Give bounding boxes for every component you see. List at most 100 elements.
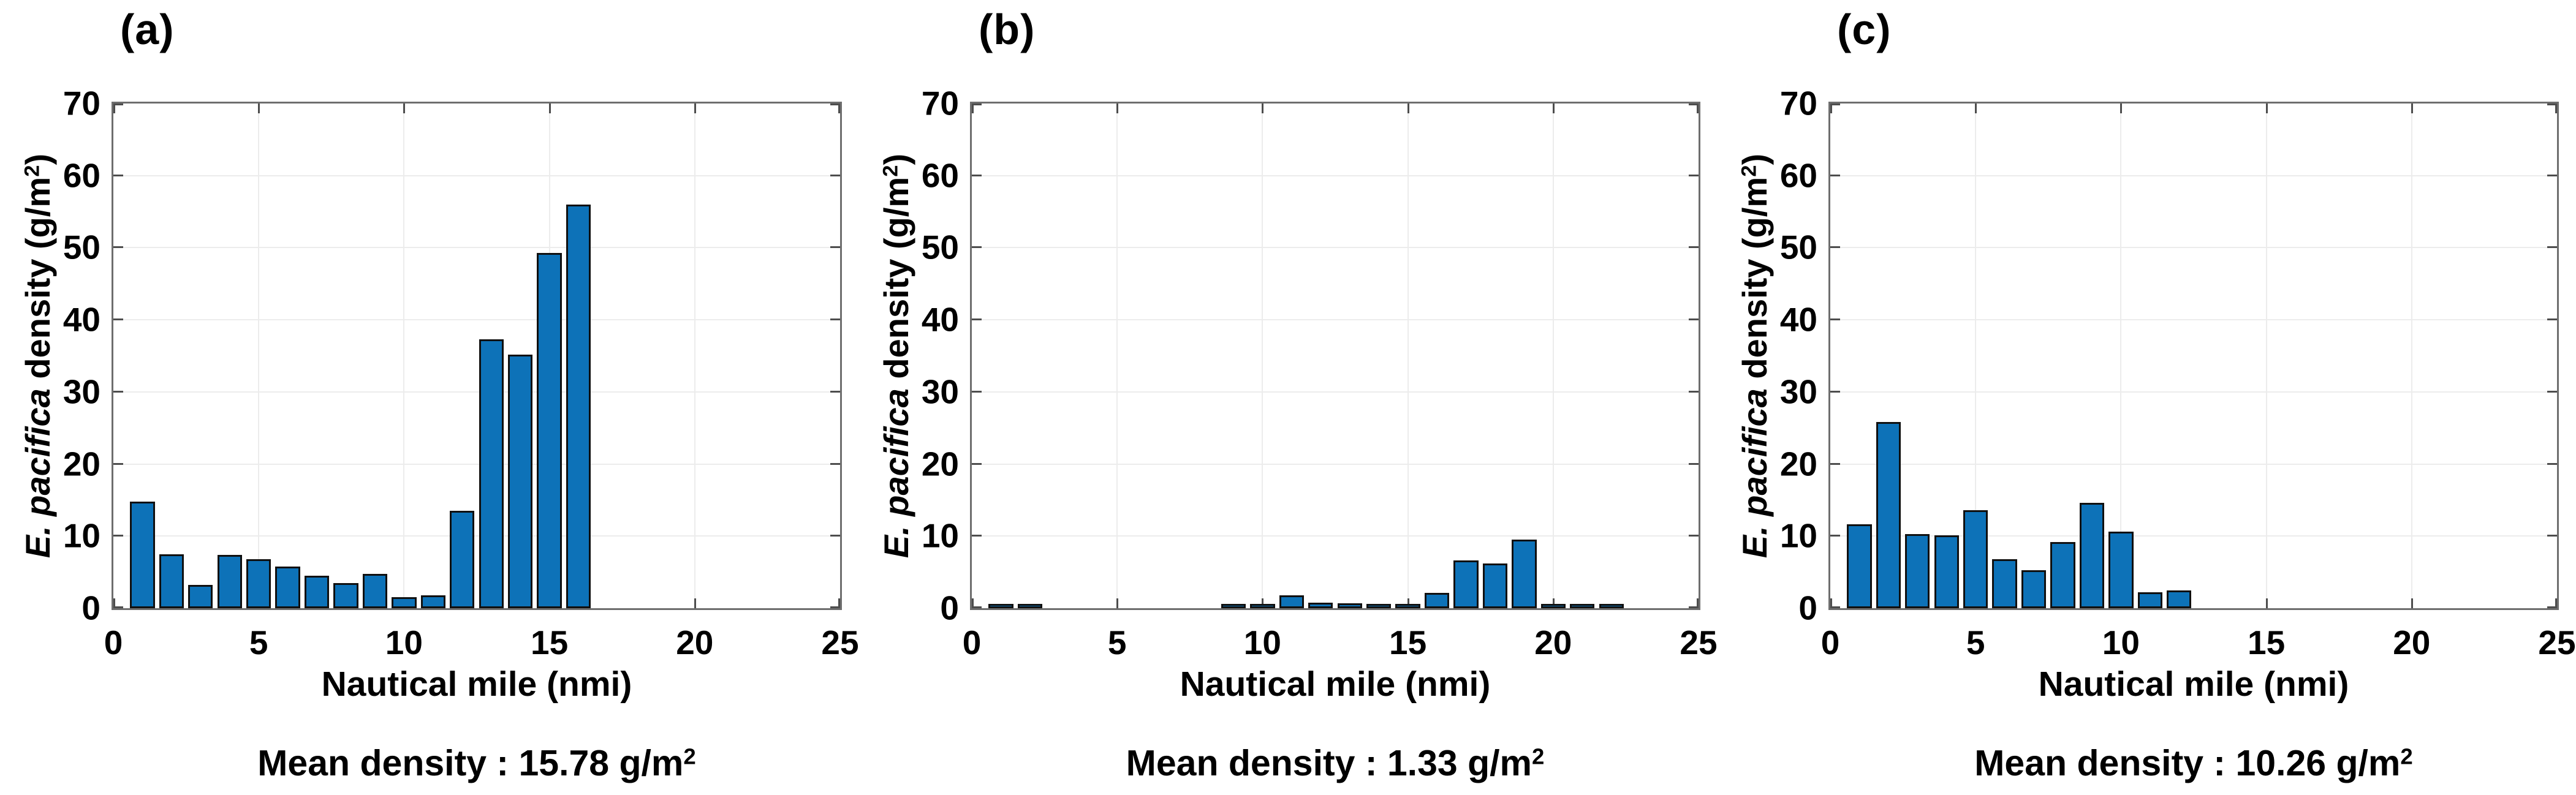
x-tick-label: 20 <box>676 624 714 661</box>
y-tick-mark <box>830 246 840 249</box>
bar-x7 <box>2021 570 2047 608</box>
plot-area-a <box>112 102 842 610</box>
bar-x17 <box>1453 560 1479 608</box>
x-tick-mark <box>1262 598 1264 608</box>
y-tick-mark <box>1830 462 1840 465</box>
x-tick-mark <box>1407 598 1409 608</box>
x-tick-label: 10 <box>2102 624 2140 661</box>
y-tick-mark <box>972 462 982 465</box>
bar-x22 <box>1599 604 1624 608</box>
y-gridline <box>113 391 840 393</box>
y-gridline <box>113 463 840 465</box>
y-tick-mark <box>2547 606 2557 608</box>
y-gridline <box>972 247 1699 249</box>
panel-a-label: (a) <box>120 6 175 53</box>
y-tick-mark <box>972 390 982 393</box>
y-axis-title: E. pacifica density (g/m2) <box>1735 154 1774 558</box>
y-tick-mark <box>972 606 982 608</box>
x-gridline <box>1116 104 1118 608</box>
x-tick-label: 20 <box>1534 624 1572 661</box>
y-tick-label: 30 <box>63 372 100 411</box>
y-tick-mark <box>113 390 123 393</box>
y-gridline <box>972 535 1699 537</box>
bar-x14 <box>1366 604 1392 608</box>
x-tick-mark <box>1407 104 1409 113</box>
x-tick-label: 20 <box>2393 624 2431 661</box>
y-tick-mark <box>113 462 123 465</box>
y-gridline <box>1830 391 2557 393</box>
x-tick-mark <box>2265 104 2268 113</box>
x-tick-label: 10 <box>1243 624 1281 661</box>
x-gridline <box>1975 104 1977 608</box>
y-tick-mark <box>2547 104 2557 105</box>
panel-b: (b) E. pacifica density (g/m2) Nautical … <box>858 0 1718 795</box>
x-tick-mark <box>2120 104 2123 113</box>
x-tick-mark <box>1830 598 1832 608</box>
bar-x10 <box>2108 532 2134 608</box>
x-tick-label: 5 <box>1107 624 1127 661</box>
y-tick-mark <box>1830 390 1840 393</box>
bar-x16 <box>1424 593 1450 608</box>
x-tick-mark <box>1697 104 1699 113</box>
bar-x3 <box>188 585 213 608</box>
bar-x11 <box>420 595 445 608</box>
mean-density-text-c: Mean density : 10.26 g/m2 <box>1974 743 2413 783</box>
y-tick-mark <box>972 318 982 321</box>
y-gridline <box>113 247 840 249</box>
y-gridline <box>972 319 1699 321</box>
bar-x5 <box>246 559 271 608</box>
y-tick-mark <box>1830 174 1840 176</box>
x-tick-mark <box>1262 104 1264 113</box>
y-tick-mark <box>113 174 123 176</box>
bar-x4 <box>217 554 242 608</box>
x-tick-mark <box>2555 598 2557 608</box>
y-gridline <box>113 319 840 321</box>
bar-x9 <box>2079 503 2105 608</box>
y-axis-title: E. pacifica density (g/m2) <box>18 154 57 558</box>
y-tick-mark <box>1689 606 1699 608</box>
y-tick-mark <box>113 535 123 537</box>
x-gridline <box>258 104 260 608</box>
y-tick-mark <box>972 535 982 537</box>
x-tick-mark <box>1116 598 1119 608</box>
y-tick-mark <box>2547 318 2557 321</box>
y-tick-mark <box>2547 174 2557 176</box>
y-tick-label: 50 <box>63 228 100 266</box>
x-gridline <box>694 104 695 608</box>
bar-x1 <box>988 604 1013 608</box>
x-tick-mark <box>2555 104 2557 113</box>
y-tick-mark <box>2547 535 2557 537</box>
y-tick-mark <box>1830 318 1840 321</box>
x-tick-label: 5 <box>1966 624 1985 661</box>
x-tick-mark <box>548 104 551 113</box>
bar-x7 <box>304 576 330 608</box>
y-tick-mark <box>972 104 982 105</box>
y-gridline <box>972 175 1699 176</box>
x-tick-mark <box>1552 598 1555 608</box>
y-tick-label: 10 <box>921 516 959 555</box>
y-tick-mark <box>830 390 840 393</box>
bar-x9 <box>1221 604 1246 608</box>
y-tick-mark <box>830 462 840 465</box>
y-tick-mark <box>1830 606 1840 608</box>
bar-x10 <box>392 597 417 608</box>
bar-x11 <box>1279 595 1304 608</box>
y-tick-mark <box>1689 174 1699 176</box>
x-tick-mark <box>403 104 406 113</box>
y-tick-mark <box>830 174 840 176</box>
y-tick-mark <box>1689 104 1699 105</box>
bar-x11 <box>2137 592 2162 608</box>
x-tick-mark <box>972 598 974 608</box>
x-tick-mark <box>2411 104 2413 113</box>
bar-x14 <box>507 354 533 608</box>
x-tick-mark <box>838 104 840 113</box>
y-axis-title-rest: density (g/m <box>1735 176 1774 389</box>
bar-x15 <box>537 252 562 608</box>
bar-x21 <box>1570 604 1595 608</box>
bar-x19 <box>1512 540 1537 608</box>
x-tick-label: 15 <box>1389 624 1427 661</box>
y-axis-title-rest: density (g/m <box>18 176 57 389</box>
bar-x5 <box>1963 510 1988 608</box>
x-gridline <box>1262 104 1263 608</box>
y-tick-mark <box>1689 390 1699 393</box>
